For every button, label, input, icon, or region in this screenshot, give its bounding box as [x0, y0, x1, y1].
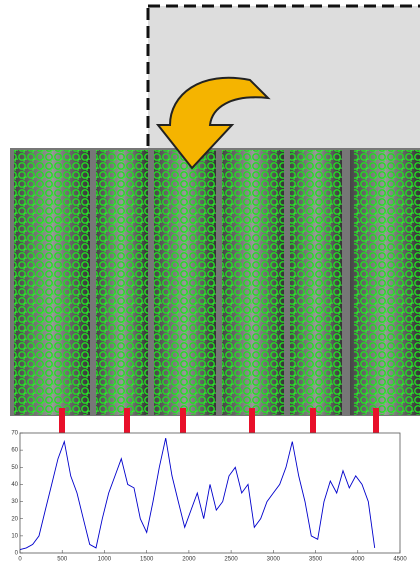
y-tick-label: 30	[11, 499, 18, 505]
x-tick-label: 500	[57, 557, 68, 563]
y-tick-label: 60	[11, 448, 18, 454]
x-tick-label: 3000	[267, 557, 281, 563]
x-tick-label: 2500	[224, 557, 238, 563]
x-tick-label: 4000	[351, 557, 365, 563]
x-tick-label: 3500	[309, 557, 323, 563]
x-tick-label: 4500	[393, 557, 407, 563]
page: {"chart_data": {"type": "line", "x": [0,…	[0, 0, 420, 565]
figure: 0102030405060700500100015002000250030003…	[0, 0, 420, 565]
y-tick-label: 20	[11, 516, 18, 522]
x-tick-label: 0	[18, 557, 22, 563]
x-tick-label: 1500	[140, 557, 154, 563]
y-tick-label: 70	[11, 431, 18, 437]
y-tick-label: 40	[11, 482, 18, 488]
y-tick-label: 10	[11, 533, 18, 539]
x-tick-label: 1000	[98, 557, 112, 563]
y-tick-label: 50	[11, 465, 18, 471]
x-tick-label: 2000	[182, 557, 196, 563]
track-image	[10, 148, 420, 416]
